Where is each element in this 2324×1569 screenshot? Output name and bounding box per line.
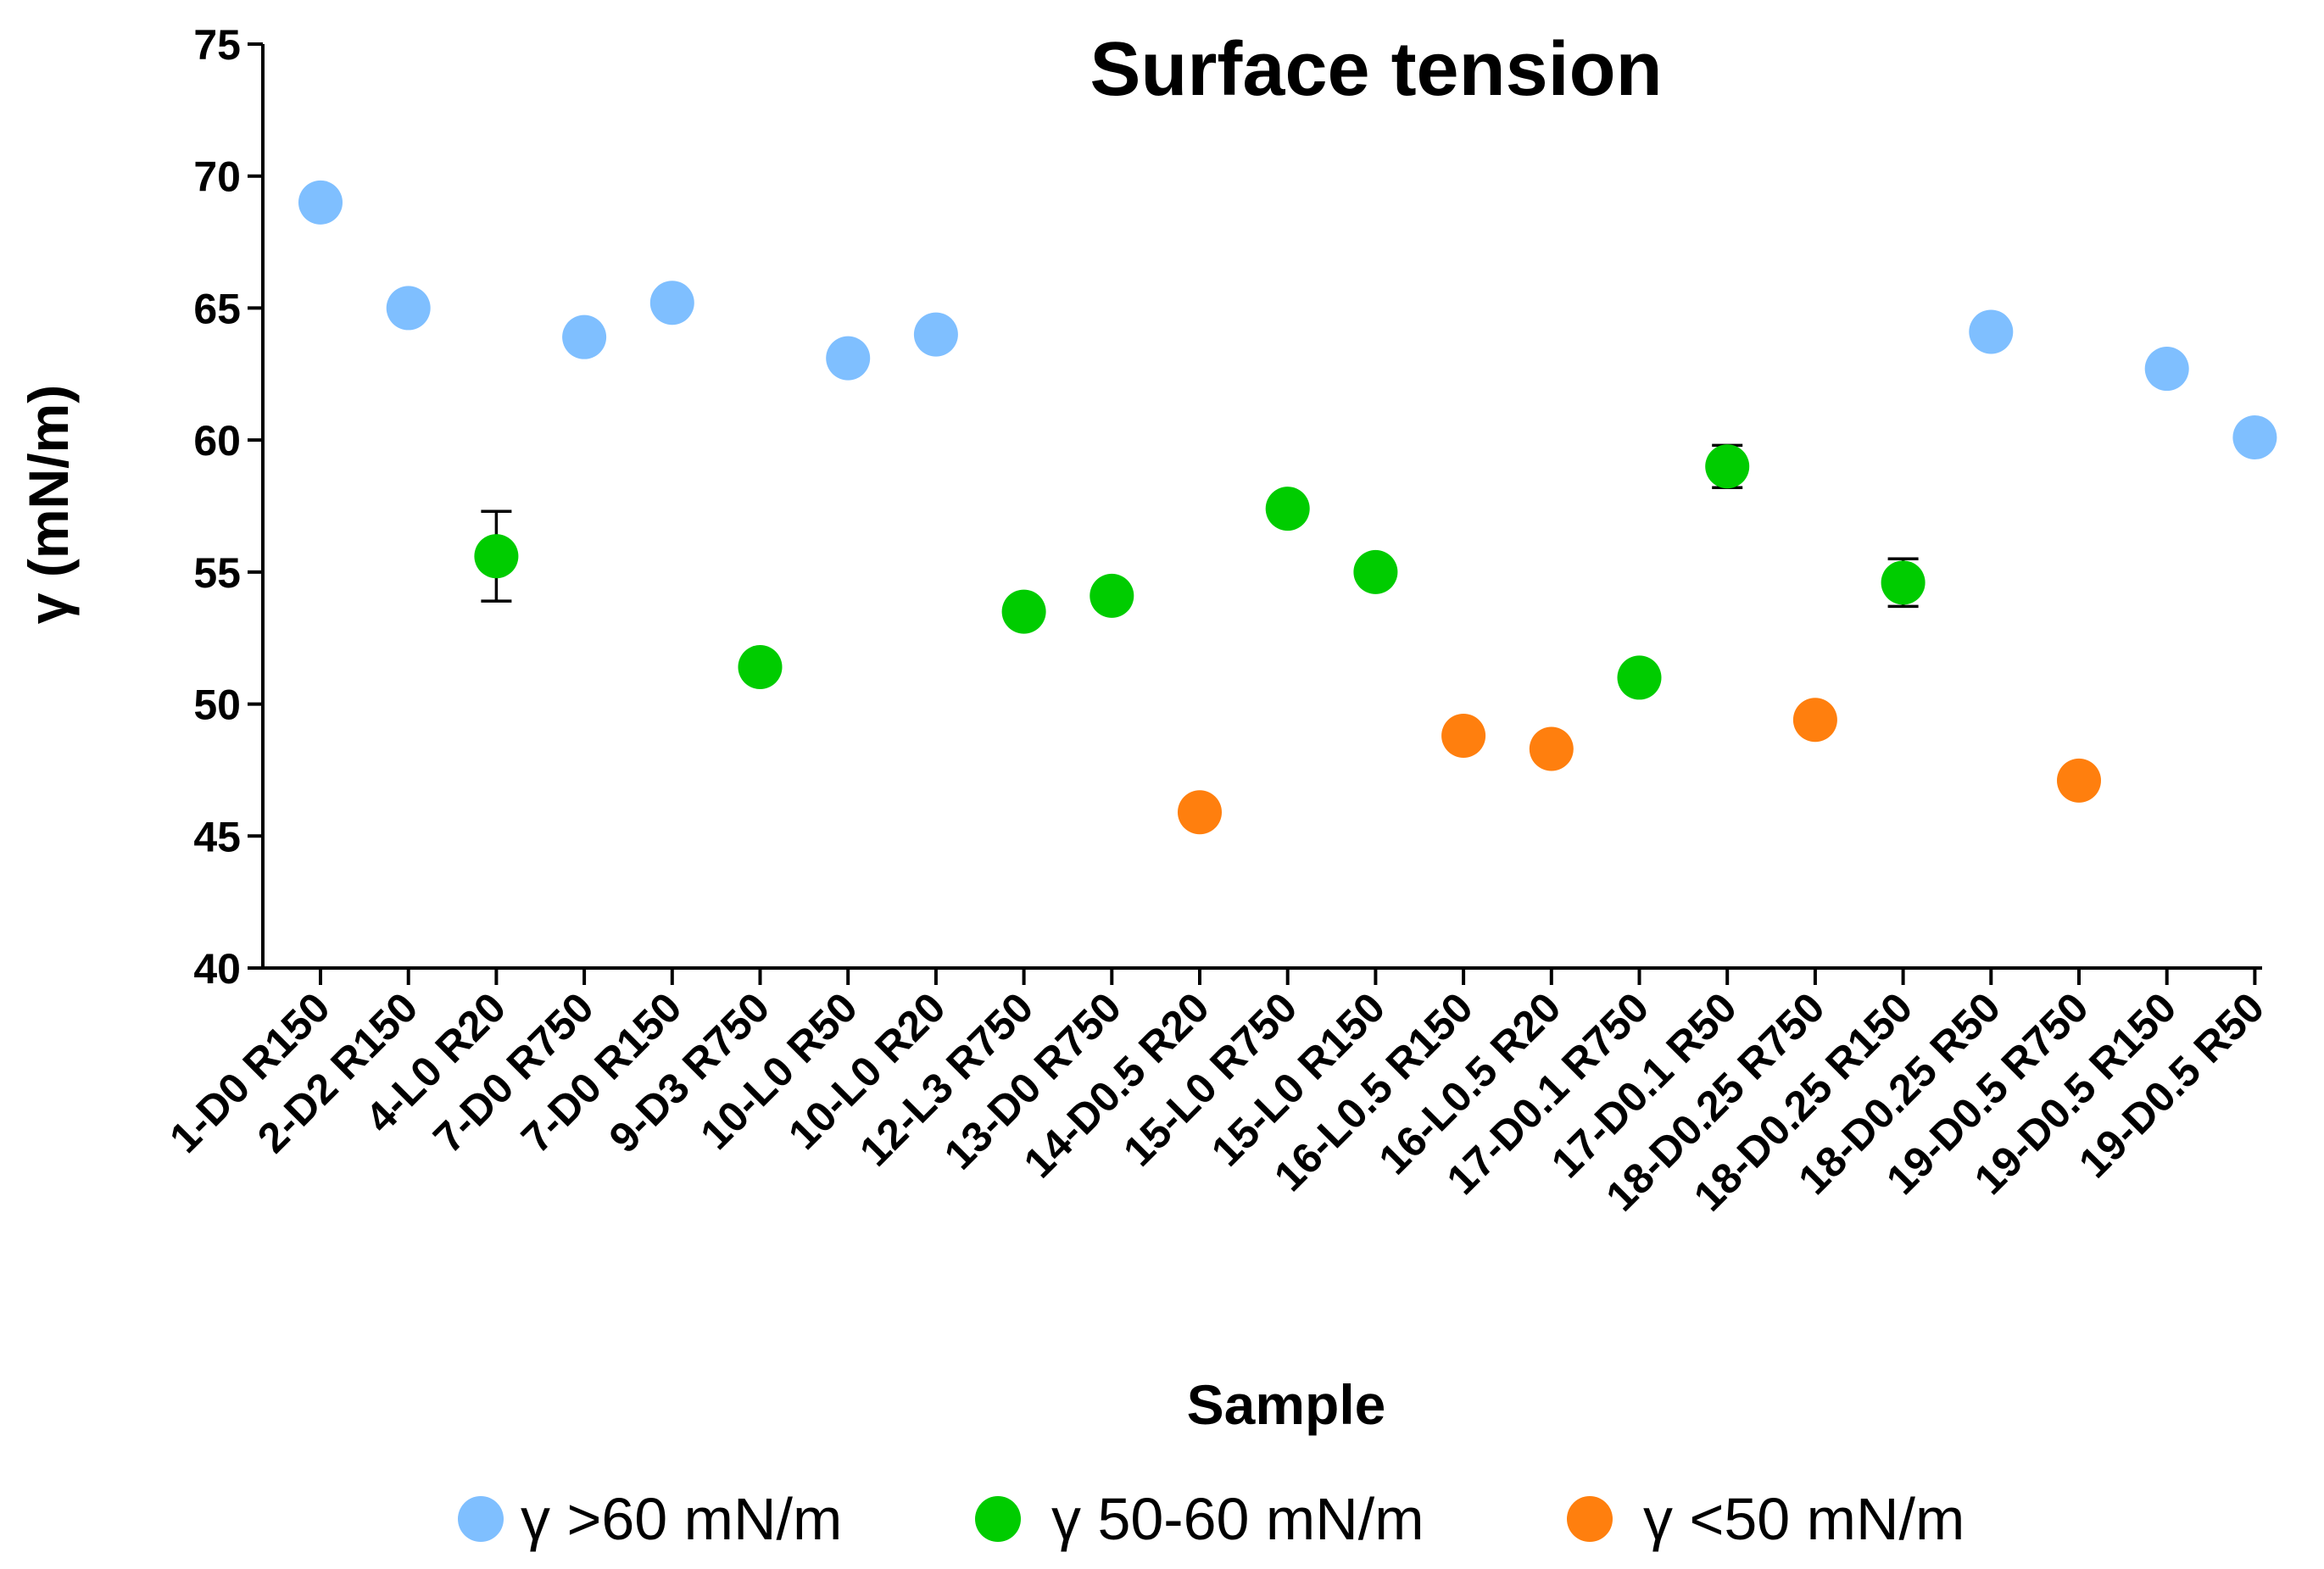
y-tick-label: 45	[193, 813, 241, 860]
y-axis: 40 45 50 55 60 65 70 75	[193, 21, 265, 993]
legend-marker-high	[458, 1496, 504, 1542]
legend-label-low: γ <50 mN/m	[1643, 1486, 1965, 1552]
legend-marker-mid	[975, 1496, 1021, 1542]
data-point	[562, 314, 607, 359]
data-point	[386, 286, 431, 331]
data-points	[298, 180, 2277, 835]
data-point	[1705, 444, 1750, 489]
legend-marker-low	[1567, 1496, 1613, 1542]
data-point	[1529, 726, 1574, 771]
data-point	[1441, 713, 1486, 758]
data-point	[2057, 758, 2101, 803]
data-point	[913, 312, 958, 357]
data-point	[2232, 415, 2277, 460]
y-tick-label: 50	[193, 682, 241, 729]
y-tick-label: 75	[193, 21, 241, 69]
y-tick-label: 65	[193, 285, 241, 332]
data-point	[1265, 487, 1310, 531]
x-axis-title: Sample	[1187, 1373, 1386, 1436]
y-tick-label: 40	[193, 945, 241, 993]
y-tick-label: 55	[193, 549, 241, 597]
data-point	[1001, 589, 1046, 634]
data-point	[1792, 698, 1837, 743]
data-point	[1090, 573, 1134, 618]
y-axis-title: γ (mN/m)	[17, 385, 80, 624]
legend-label-mid: γ 50-60 mN/m	[1051, 1486, 1424, 1552]
data-point	[649, 281, 694, 325]
data-point	[1617, 655, 1662, 700]
data-point	[826, 336, 871, 381]
data-point	[2144, 347, 2189, 392]
legend: γ >60 mN/m γ 50-60 mN/m γ <50 mN/m	[458, 1486, 1965, 1552]
y-tick-label: 60	[193, 417, 241, 465]
data-point	[474, 534, 519, 579]
data-point	[1881, 560, 1926, 605]
data-point	[1178, 790, 1222, 835]
data-point	[298, 180, 343, 225]
legend-label-high: γ >60 mN/m	[521, 1486, 842, 1552]
data-point	[738, 644, 783, 689]
y-tick-label: 70	[193, 153, 241, 201]
chart-title: Surface tension	[1090, 27, 1662, 112]
y-axis-ticks: 40 45 50 55 60 65 70 75	[193, 21, 263, 993]
data-point	[1353, 549, 1398, 594]
data-point	[1969, 309, 2014, 354]
